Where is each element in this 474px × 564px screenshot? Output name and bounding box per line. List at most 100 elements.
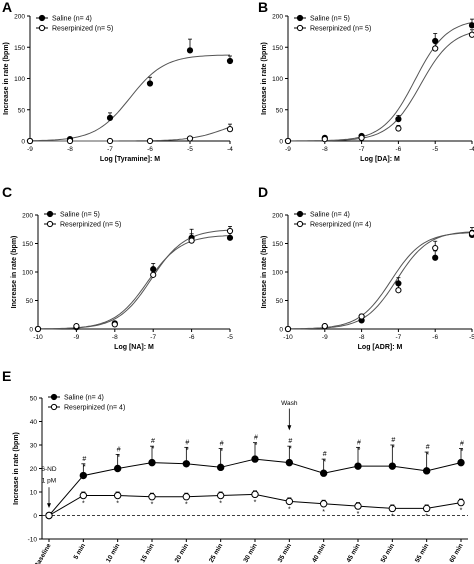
data-point-saline [182, 460, 191, 468]
significance-star-upper: * [323, 459, 326, 466]
y-tick-label: 50 [18, 107, 26, 114]
fit-curve-filled [37, 235, 231, 330]
x-tick-label: -8 [67, 146, 73, 153]
y-tick-label: 0 [279, 327, 283, 334]
panel-c: C 0 50 100 150 200 Increase in rate (bpm) -10 -9… [2, 184, 233, 351]
x-tick-label: -6 [396, 146, 402, 153]
data-point-reserpinized [432, 244, 439, 252]
panel-letter: D [258, 184, 268, 200]
y-tick-label: 0 [279, 139, 283, 146]
data-point-saline [354, 462, 362, 470]
significance-star-lower: * [288, 506, 291, 513]
data-point-reserpinized [395, 125, 402, 132]
significance-hash: # [460, 441, 464, 448]
significance-star-upper: * [152, 446, 155, 453]
x-tick-label: -9 [74, 334, 80, 341]
significance-star-lower: * [219, 501, 222, 508]
significance-star-lower: * [116, 501, 119, 508]
y-tick-label: 50 [276, 107, 284, 114]
panel-letter: A [2, 0, 12, 15]
significance-star-upper: * [220, 449, 223, 456]
arrow-head [47, 503, 51, 508]
x-tick-label: -9 [285, 146, 291, 153]
fit-curve-open [288, 231, 473, 330]
panel-letter: C [2, 184, 12, 200]
legend-marker-saline [50, 393, 58, 401]
significance-star-upper: * [289, 446, 292, 453]
y-tick-label: 0 [33, 513, 37, 520]
y-axis-label: Increase in rate (bpm) [261, 42, 268, 115]
data-point-reserpinized [216, 491, 225, 500]
x-tick-label: -6 [432, 334, 438, 341]
x-category-label: 10 min [105, 542, 121, 563]
data-point-saline [422, 467, 431, 475]
data-point-saline [216, 463, 225, 472]
x-tick-label: -8 [112, 334, 118, 341]
significance-hash: # [426, 444, 430, 451]
data-point-saline [285, 458, 294, 467]
x-category-label: 35 min [277, 542, 293, 563]
y-tick-label: 40 [30, 419, 38, 426]
data-point-saline [395, 116, 402, 123]
x-tick-label: -4 [227, 146, 233, 153]
legend-label: Saline (n= 5) [310, 16, 350, 23]
x-category-label: 40 min [311, 542, 327, 563]
data-point-reserpinized [146, 137, 154, 145]
significance-star-lower: * [425, 513, 428, 520]
significance-hash: # [82, 456, 86, 463]
legend-label: Saline (n= 4) [310, 212, 350, 219]
y-axis-label: Increase in rate (bpm) [11, 236, 18, 309]
fit-curve-open [288, 32, 473, 142]
significance-hash: # [254, 435, 258, 442]
data-point-reserpinized [388, 504, 397, 513]
legend-label: Saline (n= 4) [52, 16, 92, 23]
x-tick-label: -9 [27, 146, 33, 153]
x-category-label: 25 min [208, 542, 224, 563]
data-point-reserpinized [79, 491, 88, 500]
panel-d: D 0 50 100 150 200 Increase in rate (bpm) -10 -9… [258, 184, 474, 351]
significance-star-lower: * [322, 509, 325, 516]
x-tick-label: -7 [150, 334, 156, 341]
data-point-reserpinized [321, 323, 328, 330]
significance-star-lower: * [460, 508, 463, 515]
data-point-saline [319, 469, 328, 477]
legend-marker-reserpinized [46, 220, 54, 228]
panel-letter: B [258, 0, 268, 15]
legend-label: Reserpinized (n= 4) [310, 222, 371, 229]
legend-marker-saline [46, 210, 54, 218]
x-tick-label: -5 [187, 146, 193, 153]
data-point-reserpinized [226, 227, 234, 235]
x-tick-label: -6 [147, 146, 153, 153]
significance-star-upper: * [186, 447, 189, 454]
y-tick-label: 150 [272, 45, 283, 52]
y-tick-label: 30 [30, 443, 38, 450]
x-axis-label: Log [Tyramine]: M [100, 156, 160, 163]
y-axis-label: Increase in rate (bpm) [3, 42, 10, 115]
y-tick-label: 0 [21, 139, 25, 146]
significance-hash: # [151, 438, 155, 445]
data-point-reserpinized [319, 500, 328, 508]
data-point-reserpinized [354, 502, 362, 510]
data-point-reserpinized [45, 511, 53, 520]
y-tick-label: 20 [30, 466, 38, 473]
y-tick-label: 200 [14, 14, 25, 21]
x-tick-label: -5 [432, 146, 438, 153]
drug-annotation: 1 pM [42, 478, 56, 485]
significance-hash: # [391, 437, 395, 444]
fit-curve-filled [288, 232, 473, 330]
x-tick-label: -7 [107, 146, 113, 153]
legend-label: Reserpinized (n= 5) [60, 222, 121, 229]
data-point-reserpinized [188, 237, 195, 244]
panel-letter: E [2, 368, 11, 384]
significance-hash: # [323, 451, 327, 458]
x-tick-label: -6 [189, 334, 195, 341]
x-category-label: 30 min [242, 542, 258, 563]
data-point-saline [113, 464, 122, 473]
legend-marker-saline [296, 210, 304, 218]
x-category-label: 15 min [139, 542, 155, 563]
data-point-reserpinized [66, 137, 74, 145]
data-point-saline [146, 80, 154, 87]
x-category-label: 5 min [73, 542, 88, 560]
data-point-reserpinized [468, 230, 474, 237]
significance-star-lower: * [185, 502, 188, 509]
